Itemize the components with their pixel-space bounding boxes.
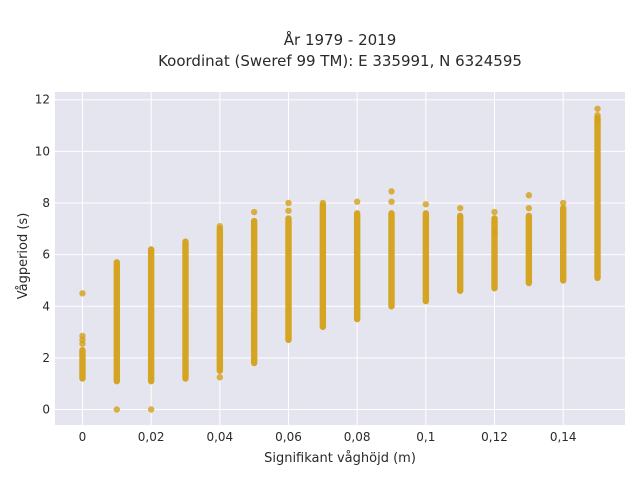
data-point xyxy=(285,199,292,207)
x-axis-label: Signifikant våghöjd (m) xyxy=(264,451,416,466)
y-tick-label: 8 xyxy=(42,196,50,210)
x-tick-label: 0,04 xyxy=(206,430,233,444)
chart-title-line1: År 1979 - 2019 xyxy=(284,30,397,49)
data-point xyxy=(594,105,601,112)
data-point-band xyxy=(559,204,567,284)
data-point xyxy=(422,201,430,208)
y-tick-label: 4 xyxy=(42,299,50,313)
data-point-band xyxy=(388,210,395,310)
x-tick-label: 0,02 xyxy=(138,430,165,444)
data-point xyxy=(456,204,464,212)
data-points xyxy=(79,105,601,413)
data-point xyxy=(147,406,155,413)
data-point xyxy=(113,406,121,413)
y-tick-label: 12 xyxy=(35,93,50,107)
data-point-band xyxy=(422,210,430,305)
x-tick-label: 0,14 xyxy=(550,430,577,444)
y-tick-label: 10 xyxy=(35,144,50,158)
data-point-band xyxy=(250,217,258,367)
data-point-band xyxy=(182,238,189,382)
x-tick-label: 0,08 xyxy=(344,430,371,444)
data-point xyxy=(319,199,327,207)
y-axis-label: Vågperiod (s) xyxy=(16,213,31,300)
data-point-band xyxy=(216,225,224,374)
data-point-band xyxy=(491,215,498,292)
data-point xyxy=(250,208,258,216)
x-tick-label: 0 xyxy=(79,430,87,444)
data-point-band xyxy=(285,215,292,344)
data-point-band xyxy=(113,259,121,385)
plot-area xyxy=(55,92,625,425)
data-point xyxy=(388,188,395,195)
data-point xyxy=(491,208,498,216)
data-point xyxy=(79,290,86,297)
data-point xyxy=(216,374,224,381)
data-point-band xyxy=(147,246,155,385)
x-tick-label: 0,12 xyxy=(481,430,508,444)
x-tick-label: 0,1 xyxy=(416,430,435,444)
chart-title-line2: Koordinat (Sweref 99 TM): E 335991, N 63… xyxy=(158,52,522,70)
y-tick-label: 6 xyxy=(42,248,50,262)
data-point xyxy=(525,192,533,199)
data-point xyxy=(285,207,292,214)
data-point xyxy=(388,198,395,205)
x-tick-label: 0,06 xyxy=(275,430,302,444)
data-point xyxy=(594,112,601,119)
axis-ticks: 0 0,02 0,04 0,06 0,08 0,1 0,12 0,14 0 2 4 6 8 10 12 xyxy=(35,93,577,444)
y-tick-label: 2 xyxy=(42,351,50,365)
data-point-band xyxy=(525,212,533,287)
data-point-band xyxy=(353,210,361,323)
data-point-band xyxy=(456,212,464,294)
data-point xyxy=(216,223,224,230)
y-tick-label: 0 xyxy=(42,403,50,417)
data-point xyxy=(353,198,361,205)
data-point-band xyxy=(79,346,86,382)
data-point xyxy=(525,204,533,212)
data-point-band xyxy=(594,114,601,282)
data-point xyxy=(79,340,86,347)
data-point xyxy=(594,117,601,124)
data-point xyxy=(559,199,567,207)
data-point-band xyxy=(319,202,327,331)
data-point xyxy=(491,229,498,236)
